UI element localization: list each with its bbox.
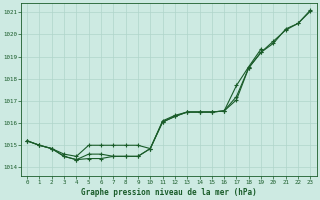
- X-axis label: Graphe pression niveau de la mer (hPa): Graphe pression niveau de la mer (hPa): [81, 188, 257, 197]
